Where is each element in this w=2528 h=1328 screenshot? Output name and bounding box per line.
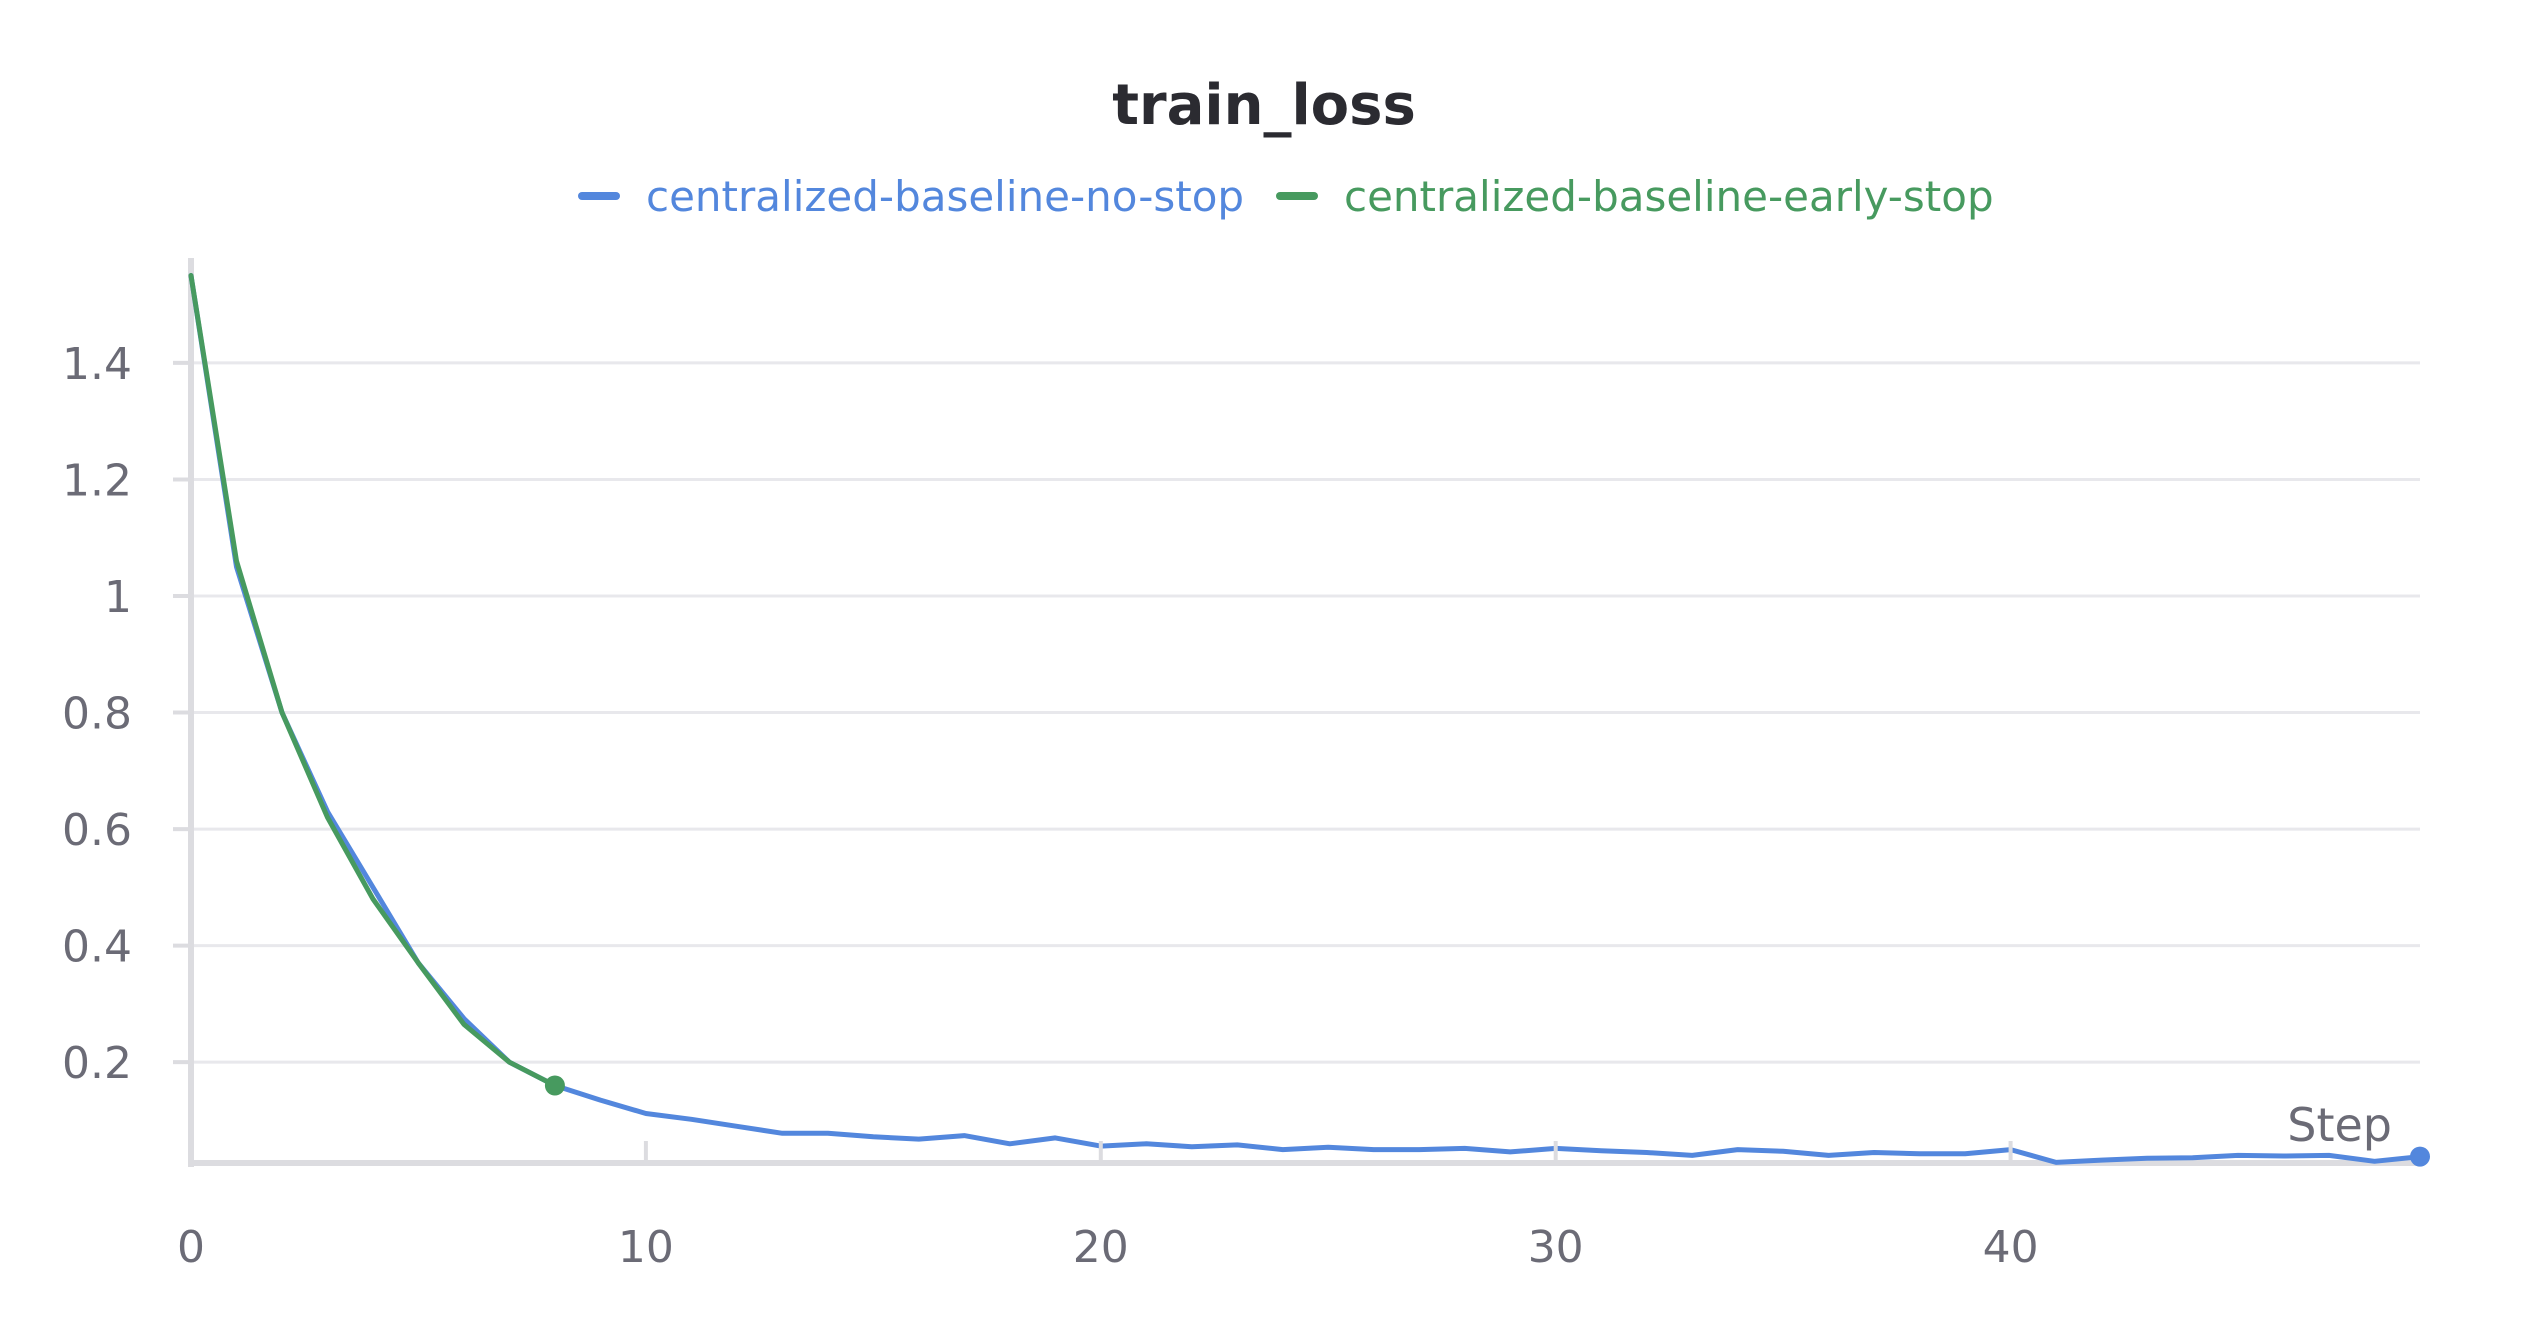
chart-legend[interactable]: centralized-baseline-no-stop centralized-… (578, 172, 1994, 221)
x-tick-label: 40 (1983, 1222, 2039, 1273)
x-tick-label: 30 (1528, 1222, 1584, 1273)
legend-label: centralized-baseline-no-stop (646, 172, 1244, 221)
plot-area[interactable] (188, 273, 2430, 1167)
chart-title: train_loss (1112, 73, 1416, 138)
legend-label: centralized-baseline-early-stop (1344, 172, 1994, 221)
legend-swatch (578, 192, 620, 200)
y-tick-label: 0.4 (62, 922, 132, 973)
series-line-centralized-baseline-early-stop[interactable] (188, 273, 558, 1088)
y-tick-label: 1 (104, 572, 132, 623)
series-end-point-centralized-baseline-early-stop[interactable] (544, 1075, 565, 1096)
legend-swatch (1276, 192, 1318, 200)
x-axis-ticks: 0 10 20 30 40 (177, 1141, 2039, 1273)
x-tick-label: 10 (618, 1222, 674, 1273)
x-tick-label: 20 (1073, 1222, 1129, 1273)
legend-item-centralized-baseline-early-stop[interactable]: centralized-baseline-early-stop (1276, 172, 1994, 221)
y-axis-ticks: 0.2 0.4 0.6 0.8 1 1.2 1.4 (62, 339, 191, 1089)
x-axis-label: Step (2287, 1098, 2392, 1152)
x-tick-label: 0 (177, 1222, 205, 1273)
y-gridlines (191, 361, 2420, 1064)
legend-item-centralized-baseline-no-stop[interactable]: centralized-baseline-no-stop (578, 172, 1244, 221)
y-tick-label: 0.2 (62, 1038, 132, 1089)
y-tick-label: 1.4 (62, 339, 132, 390)
y-tick-label: 0.8 (62, 689, 132, 740)
y-tick-label: 1.2 (62, 455, 132, 506)
series-line-centralized-baseline-no-stop[interactable] (188, 273, 2423, 1165)
y-tick-label: 0.6 (62, 805, 132, 856)
series-end-point-centralized-baseline-no-stop[interactable] (2410, 1146, 2430, 1167)
